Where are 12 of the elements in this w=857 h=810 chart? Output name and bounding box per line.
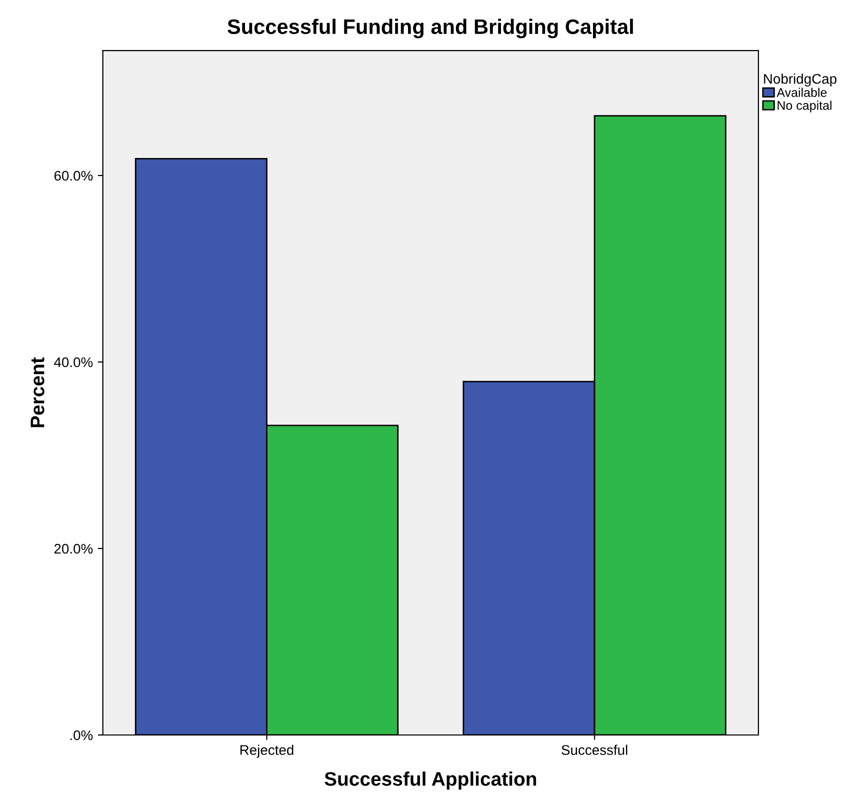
chart-title: Successful Funding and Bridging Capital bbox=[228, 18, 633, 38]
legend-label: Available bbox=[776, 88, 827, 97]
x-tick-label: Rejected bbox=[240, 744, 294, 758]
y-tick-label: .0% bbox=[70, 730, 93, 740]
y-tick-label: 40.0% bbox=[54, 357, 93, 368]
y-axis-title: Percent bbox=[30, 357, 44, 428]
legend-title: NobridgCap bbox=[764, 74, 836, 87]
y-tick-label: 60.0% bbox=[54, 170, 93, 181]
x-tick-label: Successful bbox=[562, 744, 628, 755]
x-axis-title: Successful Application bbox=[324, 772, 536, 790]
y-tick-label: 20.0% bbox=[54, 544, 93, 554]
legend-label: No capital bbox=[778, 100, 832, 112]
